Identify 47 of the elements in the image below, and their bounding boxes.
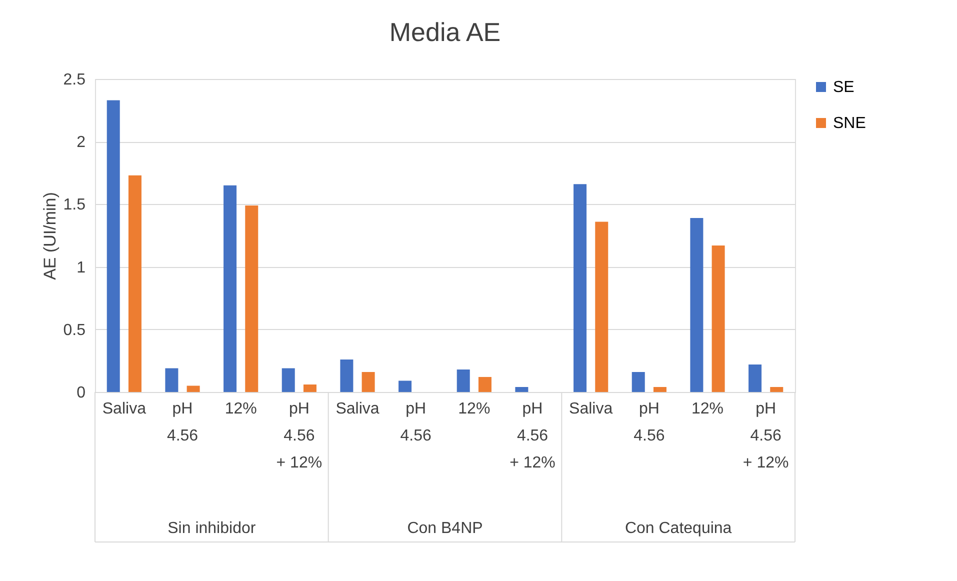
x-tick-label: pH 4.56 xyxy=(166,400,198,444)
y-tick-label: 2.5 xyxy=(63,72,86,88)
legend-label: SNE xyxy=(833,115,866,132)
x-tick-label: pH 4.56 + 12% xyxy=(742,400,789,472)
y-tick-label: 1.5 xyxy=(63,196,86,214)
y-tick-label: 2 xyxy=(76,134,86,152)
bar xyxy=(245,205,258,392)
text: Con Catequina xyxy=(624,520,732,537)
x-tick-label: 12% xyxy=(458,400,490,418)
y-tick-label: 0.5 xyxy=(63,322,86,339)
bar xyxy=(748,364,762,392)
bar xyxy=(770,386,784,392)
bar xyxy=(282,368,295,392)
bar xyxy=(303,384,316,392)
bar xyxy=(712,246,725,392)
bar xyxy=(362,372,375,392)
bar xyxy=(515,386,528,392)
bar xyxy=(574,184,587,392)
text: Con B4NP xyxy=(407,520,483,537)
bar xyxy=(653,386,666,392)
bar xyxy=(690,218,704,392)
chart-title: Media AE xyxy=(389,17,501,47)
bar xyxy=(595,222,608,392)
x-tick-label: 12% xyxy=(691,400,724,418)
bar xyxy=(456,369,470,392)
bar xyxy=(478,376,492,392)
bar xyxy=(128,175,142,392)
x-tick-label: Saliva xyxy=(336,400,380,418)
y-tick-label: 1 xyxy=(76,259,86,276)
legend-label: SE xyxy=(833,79,854,96)
x-tick-label: 12% xyxy=(224,400,257,418)
bar xyxy=(186,386,200,392)
bar xyxy=(340,359,354,392)
bar xyxy=(224,185,237,392)
x-tick-label: Saliva xyxy=(569,400,613,418)
text: Sin inhibidor xyxy=(168,520,256,537)
x-tick-label: pH 4.56 xyxy=(400,400,432,444)
bar xyxy=(398,380,412,392)
x-tick-label: pH 4.56 + 12% xyxy=(276,400,322,472)
y-axis-title: AE (UI/min) xyxy=(40,192,60,280)
bar xyxy=(632,372,645,392)
x-tick-label: pH 4.56 xyxy=(634,400,665,444)
y-tick-label: 0 xyxy=(76,384,86,402)
x-tick-label: Saliva xyxy=(102,400,146,418)
bar xyxy=(106,100,120,392)
x-tick-label: pH 4.56 + 12% xyxy=(510,400,556,472)
bar xyxy=(165,368,178,392)
